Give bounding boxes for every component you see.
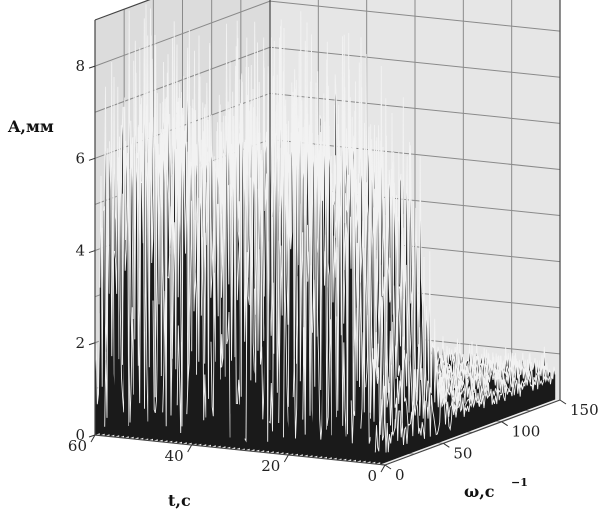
z-tick-label: 6 [75,149,85,167]
z-tick-label: 2 [75,334,85,352]
tick-mark [90,434,96,443]
z-tick-label: 4 [75,242,85,260]
omega-tick-label: 100 [512,423,541,441]
tick-mark [501,421,508,427]
tick-mark [283,454,289,463]
t-tick-label: 20 [261,457,280,475]
box-edge [94,0,151,21]
tick-mark [559,399,567,405]
surface-mesh [94,4,556,465]
z-tick-label: 8 [75,57,85,75]
t-tick-label: 40 [165,447,184,465]
t-axis-label: t,с [168,491,191,510]
omega-tick-label: 50 [453,444,472,462]
z-tick-label: 0 [75,426,85,444]
tick-mark [443,442,450,448]
tick-mark [88,434,96,438]
tick-mark [88,157,96,161]
box-frame [94,0,561,466]
tick-mark [380,464,386,473]
omega-tick-label: 0 [395,466,405,484]
box-edge [94,434,386,466]
omega-axis-exponent: −1 [511,476,528,489]
t-tick-label: 60 [68,437,87,455]
surface-strip [380,366,556,465]
surface-line [379,366,556,453]
tick-mark [88,342,96,346]
t-tick-label: 0 [367,467,377,485]
box-edge [384,399,561,466]
omega-tick-label: 150 [570,401,599,419]
tick-mark [88,250,96,254]
omega-axis-label: ω,с [464,482,495,501]
tick-mark [88,65,96,69]
tick-mark [187,444,193,453]
tick-mark [384,464,392,470]
z-axis-label: A,мм [7,117,54,136]
